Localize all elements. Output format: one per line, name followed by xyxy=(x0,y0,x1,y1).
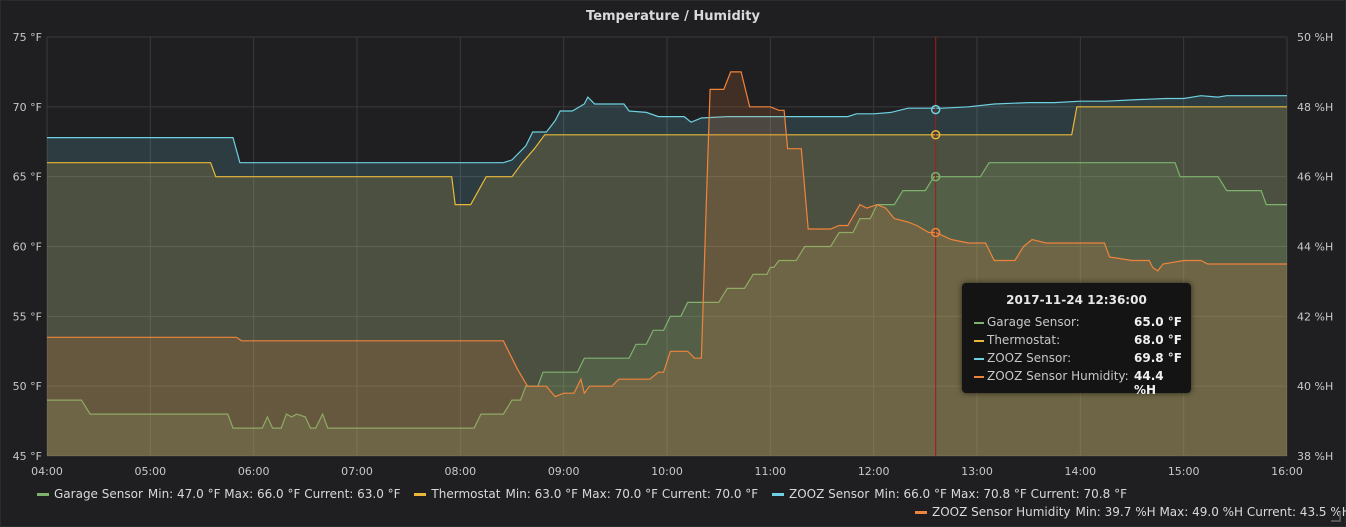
tooltip-row-garage: Garage Sensor: 65.0 °F xyxy=(974,315,1184,331)
series-line-garage xyxy=(47,162,1287,429)
x-tick-label: 16:00 xyxy=(1271,465,1303,478)
y-right-tick-label: 48 %H xyxy=(1297,101,1333,114)
y-left-tick-label: 55 °F xyxy=(13,310,42,323)
hover-marker-thermostat xyxy=(930,130,941,140)
legend-swatch-garage xyxy=(37,493,49,496)
legend-item-garage[interactable]: Garage Sensor Min: 47.0 °F Max: 66.0 °F C… xyxy=(37,485,401,503)
hover-marker-zooz xyxy=(930,104,941,115)
legend-swatch-zooz xyxy=(772,493,785,496)
tooltip-timestamp: 2017-11-24 12:36:00 xyxy=(1006,293,1147,307)
legend-row-2: ZOOZ Sensor Humidity Min: 39.7 %H Max: 49… xyxy=(915,503,1346,521)
x-tick-label: 06:00 xyxy=(238,465,270,478)
legend-item-humidity[interactable]: ZOOZ Sensor Humidity Min: 39.7 %H Max: 49… xyxy=(915,503,1346,521)
tooltip-swatch-thermostat xyxy=(974,340,984,342)
x-tick-label: 07:00 xyxy=(341,465,373,478)
legend-swatch-humidity xyxy=(915,511,927,514)
x-tick-label: 10:00 xyxy=(651,465,683,478)
x-tick-label: 08:00 xyxy=(444,465,476,478)
y-left-tick-label: 45 °F xyxy=(13,450,42,463)
series-line-humidity xyxy=(47,71,1287,398)
tooltip-value-garage: 65.0 °F xyxy=(1134,315,1182,329)
tooltip-swatch-garage xyxy=(974,322,984,324)
y-right-tick-label: 44 %H xyxy=(1297,241,1333,254)
tooltip-value-thermostat: 68.0 °F xyxy=(1134,333,1182,347)
y-left-tick-label: 70 °F xyxy=(13,101,42,114)
x-tick-label: 13:00 xyxy=(961,465,993,478)
y-left-tick-label: 60 °F xyxy=(13,241,42,254)
y-right-tick-label: 46 %H xyxy=(1297,171,1333,184)
tooltip-name-zooz: ZOOZ Sensor: xyxy=(987,351,1072,365)
x-tick-label: 15:00 xyxy=(1168,465,1200,478)
tooltip-name-humidity: ZOOZ Sensor Humidity: xyxy=(987,369,1129,383)
tooltip-name-thermostat: Thermostat: xyxy=(987,333,1061,347)
legend-stats-humidity: Min: 39.7 %H Max: 49.0 %H Current: 43.5 … xyxy=(1075,505,1346,519)
legend-label-zooz: ZOOZ Sensor xyxy=(789,487,870,501)
tooltip-swatch-zooz xyxy=(974,358,984,360)
y-right-tick-label: 42 %H xyxy=(1297,310,1333,323)
hover-marker-humidity xyxy=(930,227,941,238)
legend-row-1: Garage Sensor Min: 47.0 °F Max: 66.0 °F C… xyxy=(37,485,1137,503)
legend-label-garage: Garage Sensor xyxy=(54,487,143,501)
legend-stats-zooz: Min: 66.0 °F Max: 70.8 °F Current: 70.8 … xyxy=(874,487,1127,501)
x-tick-label: 05:00 xyxy=(134,465,166,478)
tooltip-row-humidity: ZOOZ Sensor Humidity: 44.4 %H xyxy=(974,369,1184,397)
y-right-tick-label: 40 %H xyxy=(1297,380,1333,393)
panel-resize-handle[interactable] xyxy=(1331,512,1341,522)
y-left-tick-label: 50 °F xyxy=(13,380,42,393)
y-left-tick-label: 65 °F xyxy=(13,171,42,184)
hover-marker-garage xyxy=(930,171,941,182)
x-tick-label: 11:00 xyxy=(754,465,786,478)
y-right-tick-label: 38 %H xyxy=(1297,450,1333,463)
tooltip-swatch-humidity xyxy=(974,376,984,378)
hover-tooltip: 2017-11-24 12:36:00 Garage Sensor: 65.0 … xyxy=(962,283,1191,397)
tooltip-row-thermostat: Thermostat: 68.0 °F xyxy=(974,333,1184,349)
legend-swatch-thermostat xyxy=(414,493,427,496)
legend-item-zooz[interactable]: ZOOZ Sensor Min: 66.0 °F Max: 70.8 °F Cur… xyxy=(772,485,1127,503)
tooltip-row-zooz: ZOOZ Sensor: 69.8 °F xyxy=(974,351,1184,367)
x-tick-label: 14:00 xyxy=(1064,465,1096,478)
x-tick-label: 04:00 xyxy=(31,465,63,478)
series-line-thermostat xyxy=(47,106,1287,206)
legend-stats-thermostat: Min: 63.0 °F Max: 70.0 °F Current: 70.0 … xyxy=(505,487,759,501)
tooltip-name-garage: Garage Sensor: xyxy=(987,315,1080,329)
tooltip-value-zooz: 69.8 °F xyxy=(1134,351,1182,365)
y-right-tick-label: 50 %H xyxy=(1297,31,1333,44)
x-tick-label: 09:00 xyxy=(548,465,580,478)
legend-label-humidity: ZOOZ Sensor Humidity xyxy=(932,505,1071,519)
y-left-tick-label: 75 °F xyxy=(13,31,42,44)
series-line-zooz xyxy=(47,95,1287,164)
legend-label-thermostat: Thermostat xyxy=(431,487,501,501)
tooltip-value-humidity: 44.4 %H xyxy=(1134,369,1164,397)
legend-item-thermostat[interactable]: Thermostat Min: 63.0 °F Max: 70.0 °F Curr… xyxy=(414,485,758,503)
panel-title[interactable]: Temperature / Humidity xyxy=(586,9,760,24)
x-tick-label: 12:00 xyxy=(858,465,890,478)
legend-stats-garage: Min: 47.0 °F Max: 66.0 °F Current: 63.0 … xyxy=(147,487,401,501)
